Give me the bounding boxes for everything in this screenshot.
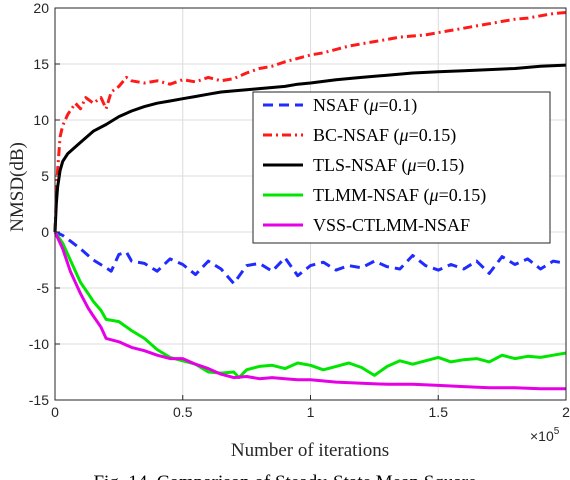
y-tick-label-4: 5 xyxy=(41,168,49,184)
series-line-4 xyxy=(53,231,566,391)
x-multiplier: ×105 xyxy=(530,426,560,444)
legend-label-4-part-0: VSS-CTLMM-NSAF xyxy=(313,215,470,235)
legend-label-3-part-1: μ xyxy=(429,185,439,205)
legend-label-3-part-0: TLMM-NSAF ( xyxy=(313,185,430,206)
legend-label-3-part-2: =0.15) xyxy=(439,185,487,206)
x-tick-label-2: 1 xyxy=(307,404,315,420)
y-tick-label-2: -5 xyxy=(37,280,50,296)
legend-label-2: TLS-NSAF (μ=0.15) xyxy=(313,155,464,176)
caption: Fig. 14. Comparison of Steady-State Mean… xyxy=(93,472,476,480)
legend-label-2-part-2: =0.15) xyxy=(417,155,465,176)
legend-box xyxy=(252,91,551,244)
legend-label-3: TLMM-NSAF (μ=0.15) xyxy=(313,185,486,206)
series-line-2 xyxy=(53,63,567,233)
legend-label-1-part-2: =0.15) xyxy=(409,125,457,146)
legend-label-1: BC-NSAF (μ=0.15) xyxy=(313,125,456,146)
legend-label-1-part-1: μ xyxy=(399,125,409,145)
y-tick-label-1: -10 xyxy=(29,336,49,352)
legend-label-2-part-0: TLS-NSAF ( xyxy=(313,155,408,176)
y-tick-label-7: 20 xyxy=(33,0,49,16)
plot-area xyxy=(53,11,567,391)
y-tick-label-6: 15 xyxy=(33,56,49,72)
x-multiplier-base: ×10 xyxy=(530,428,554,444)
legend-label-0: NSAF (μ=0.1) xyxy=(313,95,417,116)
legend-label-1-part-0: BC-NSAF ( xyxy=(313,125,400,146)
series-line-3 xyxy=(53,231,567,380)
legend-label-0-part-2: =0.1) xyxy=(379,95,418,116)
y-axis-label: NMSD(dB) xyxy=(7,142,28,232)
x-axis-label: Number of iterations xyxy=(231,440,389,461)
y-tick-label-3: 0 xyxy=(41,224,49,240)
x-tick-label-3: 1.5 xyxy=(429,404,449,420)
x-tick-label-0: 0 xyxy=(51,404,59,420)
x-tick-label-1: 0.5 xyxy=(173,404,193,420)
y-tick-label-0: -15 xyxy=(29,392,49,408)
x-tick-label-4: 2 xyxy=(562,404,570,420)
series-line-1 xyxy=(53,11,567,233)
legend-label-4: VSS-CTLMM-NSAF xyxy=(313,215,470,235)
axes: 0 0.5 1 1.5 2 -15 -10 -5 0 5 10 15 20 xyxy=(29,0,570,420)
series-line-0 xyxy=(54,230,567,285)
legend-label-0-part-0: NSAF ( xyxy=(313,95,370,116)
legend: NSAF (μ=0.1)BC-NSAF (μ=0.15)TLS-NSAF (μ=… xyxy=(252,91,551,244)
legend-label-2-part-1: μ xyxy=(407,155,417,175)
x-multiplier-exponent: 5 xyxy=(554,426,560,437)
legend-label-0-part-1: μ xyxy=(369,95,379,115)
y-tick-label-5: 10 xyxy=(33,112,49,128)
